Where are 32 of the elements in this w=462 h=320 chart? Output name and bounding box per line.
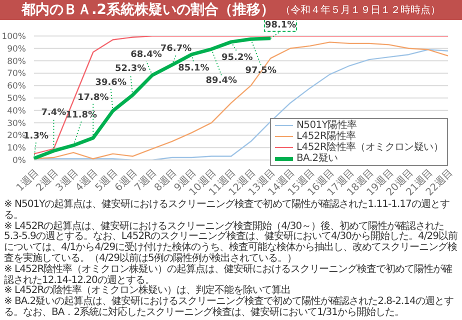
data-label: 17.8% [78, 92, 109, 103]
y-tick-label: 60% [7, 82, 26, 92]
y-tick-label: 50% [7, 94, 26, 104]
y-tick-label: 10% [7, 144, 26, 154]
data-label: 52.3% [114, 64, 146, 74]
legend-label: N501Y陽性率 [296, 120, 357, 131]
text: ※ N501Yの起算点は、健安研におけるスクリーニング検査で初めて陽性が確認された1.11-1.17の週とする。 [4, 199, 450, 221]
data-label: 7.4% [41, 108, 66, 118]
legend-label: BA.2疑い [296, 153, 338, 164]
y-tick-label: 100% [2, 32, 26, 42]
text: ※ L452Rの起算点は、健安研におけるスクリーニング検査開始（4/30～）後、初めて陽性が確認された5.3-5.9の週とする。なお、L452Rのスクリーニング検査は、健安研において4/30から開始した。4/29以前については、4/1から4/29に受け付けた検体のうち、検査可能な検体から抽出し、改めてスクリーニング検査を実施している。（4/29以前は5例の陽性例が検出されている。） [4, 220, 458, 264]
y-tick-label: 70% [7, 69, 26, 80]
chart-title: 都内のＢＡ.2系統株疑いの割合（推移） [21, 1, 275, 19]
y-tick-label: 30% [7, 118, 26, 129]
data-label: 39.6% [95, 78, 126, 88]
data-label: 76.7% [160, 44, 192, 54]
legend-label: L452R陽性率 [296, 131, 356, 142]
y-tick-label: 20% [7, 131, 26, 142]
text: ※ L452R陰性率（オミクロン株疑い）の起算点は、健安研におけるスクリーニング検査で初めて陽性が確認された12.14-12.20の週とする。 [4, 264, 454, 286]
y-tick-label: 40% [7, 106, 26, 116]
y-tick-label: 0% [12, 156, 26, 166]
text: ※ L452Rの陰性率（オミクロン株疑い）は、判定不能を除いて算出 [4, 285, 292, 296]
data-label: 85.1% [178, 63, 210, 74]
chart-subtitle: （令和４年５月１９日１２時時点） [280, 4, 441, 17]
data-label: 89.4% [206, 76, 238, 86]
data-label: 68.4% [130, 50, 162, 60]
y-tick-label: 90% [7, 44, 26, 54]
y-tick-label: 80% [7, 56, 26, 67]
legend-label: L452R陰性率（オミクロン疑い） [296, 142, 443, 153]
text: ※ BA.2疑いの起算点は、健安研におけるスクリーニング検査で初めて陽性が確認された2.8-2.14の週とする。なお、BA．2系統に対応したスクリーニング検査は、健安研において1/31から開始した。 [4, 296, 454, 319]
data-label: 1.3% [24, 131, 48, 142]
data-label: 95.2% [222, 52, 253, 63]
